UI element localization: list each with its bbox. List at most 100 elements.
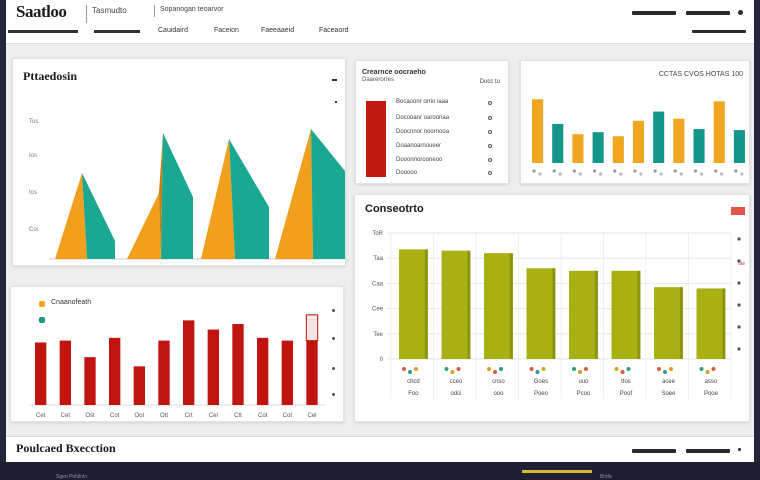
- main-bar[interactable]: [569, 270, 598, 359]
- red-bar[interactable]: [207, 329, 220, 405]
- mini-bar[interactable]: [632, 120, 645, 163]
- mini-tick: [734, 169, 738, 173]
- x-tick-label: Poeo: [534, 391, 549, 397]
- mini-bar[interactable]: [552, 123, 564, 163]
- red-bar[interactable]: [84, 357, 96, 405]
- tab-1[interactable]: Cauidaird: [158, 27, 188, 34]
- taskbar-active-indicator[interactable]: [522, 470, 592, 473]
- mini-tick: [673, 169, 677, 173]
- mini-tick: [653, 169, 657, 173]
- tab-3[interactable]: Faeeaaeid: [261, 27, 295, 34]
- mini-bar[interactable]: [693, 129, 705, 163]
- x-tick-label: Cel: [307, 413, 316, 419]
- radio-icon[interactable]: [488, 130, 492, 134]
- header-divider: [86, 5, 87, 23]
- area-chart-svg: [49, 129, 345, 260]
- x-tick-label: Cot: [110, 413, 120, 419]
- mini-bar[interactable]: [653, 111, 665, 163]
- main-bar[interactable]: [611, 270, 641, 359]
- main-bar[interactable]: [526, 268, 556, 359]
- radio-icon[interactable]: [488, 101, 492, 105]
- mini-bar[interactable]: [612, 136, 624, 163]
- x-tick-label: Poof: [620, 391, 633, 397]
- x-tick-label: Ott: [160, 413, 168, 419]
- red-bar[interactable]: [183, 320, 195, 405]
- y-tick-label: Taa: [373, 256, 383, 262]
- axis-dot: [737, 303, 741, 307]
- legend-dot: [669, 367, 673, 371]
- mini-tick: [693, 169, 698, 173]
- main-bar[interactable]: [441, 250, 471, 359]
- mini-bar[interactable]: [592, 132, 604, 163]
- legend-dot: [408, 370, 412, 374]
- list-item[interactable]: Doocnnor noornooa: [396, 129, 450, 135]
- mini-bar[interactable]: [532, 99, 544, 163]
- mini-bar[interactable]: [673, 118, 685, 163]
- taskbar-label[interactable]: Sgen Pnhilnin: [56, 474, 87, 480]
- list-item[interactable]: Dooooo: [396, 170, 418, 176]
- mini-tick: [720, 172, 724, 176]
- peak-1: [55, 173, 115, 259]
- x-tick-label: Ost: [85, 413, 95, 419]
- tab-4[interactable]: Faceaord: [319, 27, 349, 34]
- radio-icon[interactable]: [488, 171, 492, 175]
- mini-tick: [598, 172, 603, 176]
- main-bar[interactable]: [696, 288, 726, 359]
- slider-handle[interactable]: [738, 448, 741, 451]
- card-title: Crearnce oocraeho: [362, 69, 426, 76]
- list-card: Crearnce oocraeho Daarerorres Ducc tu Bo…: [355, 60, 509, 184]
- alert-badge[interactable]: [731, 207, 745, 215]
- main-bar[interactable]: [654, 287, 683, 359]
- radio-icon[interactable]: [488, 158, 492, 162]
- peak-2: [127, 133, 193, 259]
- slider-handle[interactable]: [738, 10, 743, 15]
- card-action[interactable]: Ducc tu: [479, 79, 500, 85]
- header-control-bar[interactable]: [692, 30, 746, 33]
- taskbar-label[interactable]: Brsfa: [600, 474, 612, 480]
- red-bar[interactable]: [59, 340, 72, 405]
- mini-bar[interactable]: [572, 134, 584, 163]
- legend-dot: [499, 367, 503, 371]
- mini-bar[interactable]: [713, 101, 725, 163]
- bar-shade: [552, 268, 556, 359]
- main-bar[interactable]: [399, 249, 428, 359]
- red-bar[interactable]: [257, 337, 269, 405]
- x-tick-label: Crt: [185, 413, 193, 419]
- radio-icon[interactable]: [488, 144, 492, 148]
- mini-bar[interactable]: [733, 130, 745, 163]
- list-item[interactable]: Bocaoonr orrio iaaa: [396, 99, 449, 105]
- list-item[interactable]: Docooanr oaroonaa: [396, 115, 450, 121]
- legend-dot: [444, 367, 449, 371]
- red-bar[interactable]: [109, 337, 121, 405]
- red-bar[interactable]: [306, 340, 318, 405]
- x-tick-label: Foo: [408, 391, 419, 397]
- list-item[interactable]: Doaanoarnoueer: [396, 143, 442, 149]
- highlight-bar[interactable]: [305, 314, 319, 342]
- header-control-bar[interactable]: [686, 11, 730, 15]
- breadcrumb[interactable]: Tasmudto: [92, 6, 127, 15]
- x-tick-label: Cot: [258, 413, 268, 419]
- red-bar[interactable]: [281, 340, 294, 405]
- legend-dot: [450, 370, 455, 374]
- breadcrumb-sub[interactable]: Sopanogan teoarvor: [160, 6, 224, 13]
- os-taskbar: [0, 462, 760, 480]
- radio-icon[interactable]: [488, 116, 492, 120]
- mini-tick: [679, 172, 683, 176]
- list-item[interactable]: Dooonnorooneoo: [396, 157, 443, 163]
- red-bar[interactable]: [133, 366, 146, 405]
- red-bar[interactable]: [35, 342, 47, 405]
- legend-dot: [657, 367, 661, 371]
- red-bar[interactable]: [232, 324, 244, 405]
- card-menu-icon[interactable]: [332, 79, 337, 81]
- mini-tick: [659, 172, 663, 176]
- card-menu-icon[interactable]: [335, 101, 337, 103]
- main-bar[interactable]: [484, 253, 513, 359]
- red-bar[interactable]: [158, 340, 170, 405]
- footer-control-bar[interactable]: [686, 449, 730, 453]
- x-tick-label: Cot: [283, 413, 293, 419]
- header-control-bar[interactable]: [632, 11, 676, 15]
- footer-control-bar[interactable]: [632, 449, 676, 453]
- tab-2[interactable]: Faceion: [214, 27, 239, 34]
- accent-block: [366, 101, 386, 177]
- mini-tick: [538, 172, 542, 176]
